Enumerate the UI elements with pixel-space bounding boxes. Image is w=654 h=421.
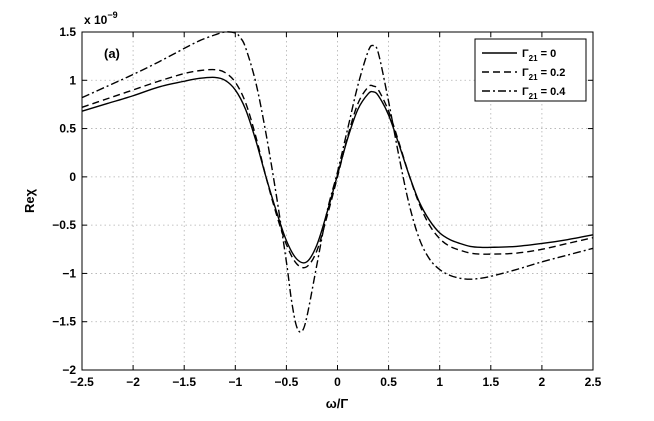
series-group — [81, 31, 594, 333]
x-tick-labels: −2.5 −2 −1.5 −1 −0.5 0 0.5 1 1.5 2 2.5 — [70, 375, 602, 389]
x-tick-label: 0 — [334, 375, 341, 389]
legend: Γ21 = 0 Γ21 = 0.2 Γ21 = 0.4 — [474, 38, 587, 102]
x-tick-label: −0.5 — [275, 375, 299, 389]
x-tick-label: −2 — [126, 375, 140, 389]
x-tick-label: 1 — [436, 375, 443, 389]
x-tick-label: 1.5 — [482, 375, 499, 389]
series-line-2 — [81, 68, 594, 269]
x-tick-label: 2 — [539, 375, 546, 389]
y-tick-label: −2 — [62, 363, 76, 377]
x-tick-label: −2.5 — [70, 375, 94, 389]
y-tick-label: 0 — [69, 170, 76, 184]
legend-label-1: Γ21 = 0 — [522, 48, 556, 63]
y-tick-label: 1 — [69, 73, 76, 87]
panel-label: (a) — [104, 46, 120, 61]
y-tick-label: 1.5 — [59, 25, 76, 39]
y-tick-label: −1.5 — [52, 315, 76, 329]
x-tick-label: 2.5 — [585, 375, 602, 389]
y-exponent-label: x 10−9 — [84, 10, 118, 27]
y-tick-label: −0.5 — [52, 218, 76, 232]
axis-ticks — [81, 31, 594, 371]
x-tick-label: 0.5 — [380, 375, 397, 389]
legend-label-2: Γ21 = 0.2 — [522, 67, 565, 82]
series-line-3 — [81, 31, 594, 333]
legend-label-3: Γ21 = 0.4 — [522, 86, 566, 101]
x-tick-label: −1 — [228, 375, 242, 389]
y-tick-label: 0.5 — [59, 122, 76, 136]
x-tick-label: −1.5 — [172, 375, 196, 389]
y-axis-label: Reχ — [22, 188, 37, 213]
y-tick-labels: −2 −1.5 −1 −0.5 0 0.5 1 1.5 — [52, 25, 76, 377]
y-tick-label: −1 — [62, 266, 76, 280]
x-axis-label: ω/Γ — [326, 396, 349, 411]
series-line-1 — [81, 76, 594, 264]
